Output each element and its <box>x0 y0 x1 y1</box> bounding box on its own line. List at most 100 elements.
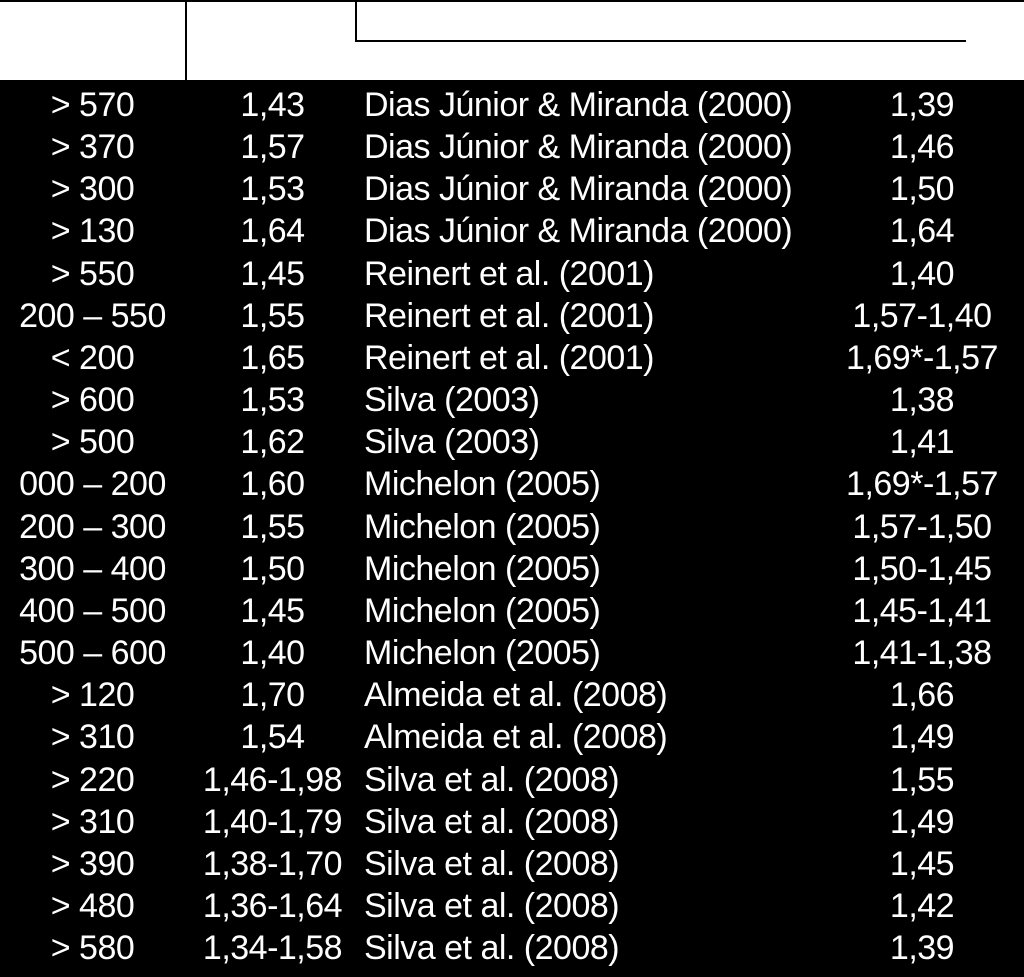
reference-cell: Michelon (2005) <box>360 463 820 505</box>
table-row: > 3901,38-1,70Silva et al. (2008)1,45 <box>0 843 1024 885</box>
value1-cell: 1,36-1,64 <box>185 885 360 927</box>
value2-cell: 1,57-1,50 <box>820 506 1024 548</box>
table-row: > 5701,43Dias Júnior & Miranda (2000)1,3… <box>0 84 1024 126</box>
table-row: > 3101,40-1,79Silva et al. (2008)1,49 <box>0 801 1024 843</box>
value1-cell: 1,38-1,70 <box>185 843 360 885</box>
value1-cell: 1,50 <box>185 548 360 590</box>
range-cell: 300 – 400 <box>0 548 185 590</box>
value1-cell: 1,55 <box>185 295 360 337</box>
range-cell: 000 – 200 <box>0 463 185 505</box>
value2-cell: 1,45-1,41 <box>820 590 1024 632</box>
value2-cell: 1,41-1,38 <box>820 632 1024 674</box>
reference-cell: Michelon (2005) <box>360 632 820 674</box>
range-cell: < 200 <box>0 337 185 379</box>
table-row: > 1301,64Dias Júnior & Miranda (2000)1,6… <box>0 210 1024 252</box>
range-cell: > 580 <box>0 927 185 969</box>
table-row: > 6001,53Silva (2003)1,38 <box>0 379 1024 421</box>
range-cell: 200 – 300 <box>0 506 185 548</box>
range-cell: > 600 <box>0 379 185 421</box>
reference-cell: Reinert et al. (2001) <box>360 295 820 337</box>
value2-cell: 1,40 <box>820 253 1024 295</box>
data-table-area: > 5701,43Dias Júnior & Miranda (2000)1,3… <box>0 80 1024 977</box>
value1-cell: 1,65 <box>185 337 360 379</box>
table-row: > 3701,57Dias Júnior & Miranda (2000)1,4… <box>0 126 1024 168</box>
value1-cell: 1,55 <box>185 506 360 548</box>
range-cell: 500 – 600 <box>0 632 185 674</box>
range-cell: 400 – 500 <box>0 590 185 632</box>
reference-cell: Dias Júnior & Miranda (2000) <box>360 210 820 252</box>
reference-cell: Silva (2003) <box>360 379 820 421</box>
value1-cell: 1,43 <box>185 84 360 126</box>
table-row: > 5001,62Silva (2003)1,41 <box>0 421 1024 463</box>
table-header-empty <box>0 0 1024 80</box>
reference-cell: Dias Júnior & Miranda (2000) <box>360 168 820 210</box>
reference-cell: Silva (2003) <box>360 421 820 463</box>
reference-cell: Michelon (2005) <box>360 506 820 548</box>
value1-cell: 1,70 <box>185 674 360 716</box>
value1-cell: 1,53 <box>185 168 360 210</box>
table-row: 500 – 6001,40Michelon (2005)1,41-1,38 <box>0 632 1024 674</box>
range-cell: > 550 <box>0 253 185 295</box>
table-row: 200 – 3001,55Michelon (2005)1,57-1,50 <box>0 506 1024 548</box>
table-row: 300 – 4001,50Michelon (2005)1,50-1,45 <box>0 548 1024 590</box>
range-cell: > 500 <box>0 421 185 463</box>
value1-cell: 1,45 <box>185 253 360 295</box>
value2-cell: 1,57-1,40 <box>820 295 1024 337</box>
value2-cell: 1,55 <box>820 759 1024 801</box>
reference-cell: Dias Júnior & Miranda (2000) <box>360 84 820 126</box>
value2-cell: 1,38 <box>820 379 1024 421</box>
value2-cell: 1,69*-1,57 <box>820 463 1024 505</box>
table-row: > 1201,70Almeida et al. (2008)1,66 <box>0 674 1024 716</box>
range-cell: > 480 <box>0 885 185 927</box>
value2-cell: 1,39 <box>820 927 1024 969</box>
table-row: > 5801,34-1,58Silva et al. (2008)1,39 <box>0 927 1024 969</box>
range-cell: > 220 <box>0 759 185 801</box>
value2-cell: 1,69*-1,57 <box>820 337 1024 379</box>
range-cell: > 130 <box>0 210 185 252</box>
range-cell: > 370 <box>0 126 185 168</box>
range-cell: > 570 <box>0 84 185 126</box>
value2-cell: 1,42 <box>820 885 1024 927</box>
reference-cell: Silva et al. (2008) <box>360 801 820 843</box>
value1-cell: 1,54 <box>185 716 360 758</box>
value1-cell: 1,64 <box>185 210 360 252</box>
table-row: > 2201,46-1,98Silva et al. (2008)1,55 <box>0 759 1024 801</box>
reference-cell: Reinert et al. (2001) <box>360 253 820 295</box>
table-row: > 3101,54Almeida et al. (2008)1,49 <box>0 716 1024 758</box>
value2-cell: 1,64 <box>820 210 1024 252</box>
range-cell: > 310 <box>0 716 185 758</box>
value1-cell: 1,45 <box>185 590 360 632</box>
value1-cell: 1,62 <box>185 421 360 463</box>
value1-cell: 1,34-1,58 <box>185 927 360 969</box>
table-row: > 3001,53Dias Júnior & Miranda (2000)1,5… <box>0 168 1024 210</box>
table-row: > 4801,36-1,64Silva et al. (2008)1,42 <box>0 885 1024 927</box>
range-cell: 200 – 550 <box>0 295 185 337</box>
value2-cell: 1,49 <box>820 801 1024 843</box>
table-row: > 5501,45Reinert et al. (2001)1,40 <box>0 253 1024 295</box>
reference-cell: Michelon (2005) <box>360 548 820 590</box>
reference-cell: Silva et al. (2008) <box>360 885 820 927</box>
table-row: 400 – 5001,45Michelon (2005)1,45-1,41 <box>0 590 1024 632</box>
value2-cell: 1,50 <box>820 168 1024 210</box>
reference-cell: Silva et al. (2008) <box>360 927 820 969</box>
value1-cell: 1,53 <box>185 379 360 421</box>
value2-cell: 1,45 <box>820 843 1024 885</box>
table-row: < 2001,65Reinert et al. (2001)1,69*-1,57 <box>0 337 1024 379</box>
reference-cell: Silva et al. (2008) <box>360 759 820 801</box>
reference-cell: Silva et al. (2008) <box>360 843 820 885</box>
value1-cell: 1,46-1,98 <box>185 759 360 801</box>
value2-cell: 1,50-1,45 <box>820 548 1024 590</box>
data-table: > 5701,43Dias Júnior & Miranda (2000)1,3… <box>0 84 1024 969</box>
reference-cell: Almeida et al. (2008) <box>360 674 820 716</box>
value2-cell: 1,49 <box>820 716 1024 758</box>
value1-cell: 1,60 <box>185 463 360 505</box>
reference-cell: Reinert et al. (2001) <box>360 337 820 379</box>
value2-cell: 1,46 <box>820 126 1024 168</box>
table-row: 000 – 2001,60Michelon (2005)1,69*-1,57 <box>0 463 1024 505</box>
reference-cell: Dias Júnior & Miranda (2000) <box>360 126 820 168</box>
range-cell: > 120 <box>0 674 185 716</box>
range-cell: > 300 <box>0 168 185 210</box>
reference-cell: Michelon (2005) <box>360 590 820 632</box>
value2-cell: 1,66 <box>820 674 1024 716</box>
value1-cell: 1,57 <box>185 126 360 168</box>
